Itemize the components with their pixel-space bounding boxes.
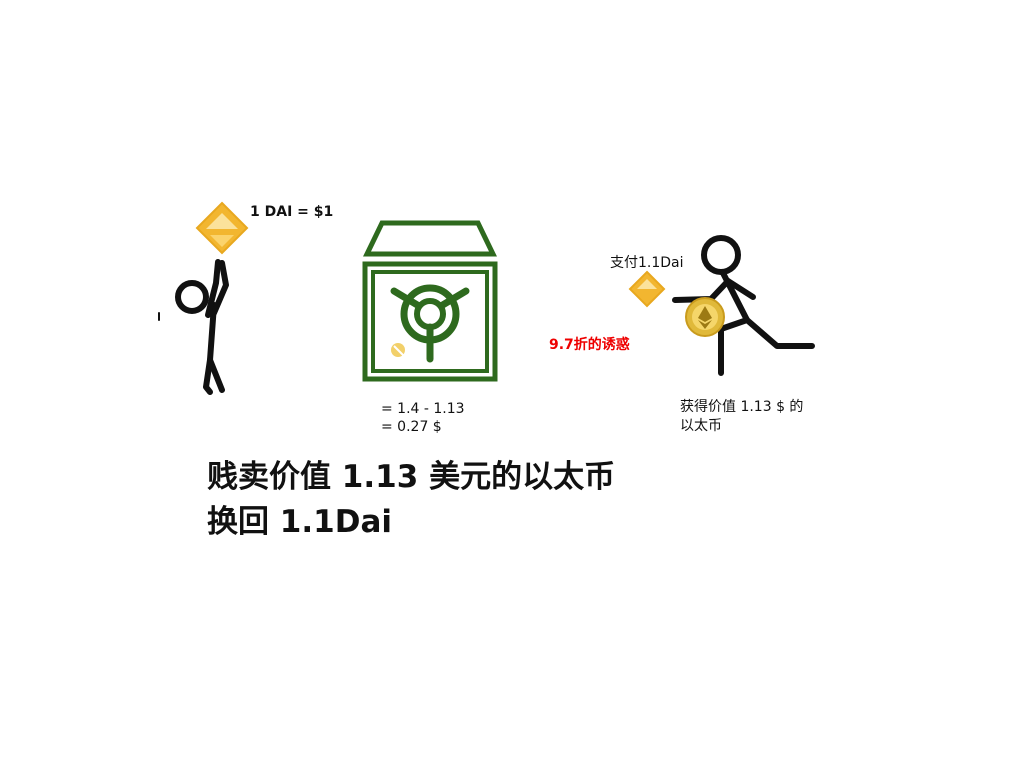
vault-calc-line-1: = 1.4 - 1.13 (381, 401, 465, 417)
eth-coin-icon (685, 297, 725, 337)
discount-label: 9.7折的诱惑 (549, 337, 630, 353)
caption-line-1: 贱卖价值 1.13 美元的以太币 (207, 459, 616, 495)
get-label-line-1: 获得价值 1.13 $ 的 (680, 399, 804, 415)
left-stick-figure (158, 201, 249, 395)
vault-calc-line-2: = 0.27 $ (381, 419, 442, 435)
right-stick-figure (628, 235, 815, 376)
stick-figure-icon (672, 235, 815, 376)
small-coin-icon (391, 343, 405, 357)
dai-price-label: 1 DAI = $1 (250, 204, 334, 220)
get-label-line-2: 以太币 (680, 418, 722, 434)
stick-figure-icon (158, 259, 229, 395)
pay-label: 支付1.1Dai (610, 255, 684, 271)
vault-icon (362, 220, 498, 382)
dai-coin-icon (195, 201, 249, 255)
dai-coin-icon (628, 270, 666, 308)
caption-line-2: 换回 1.1Dai (207, 504, 392, 540)
vault (362, 220, 498, 382)
